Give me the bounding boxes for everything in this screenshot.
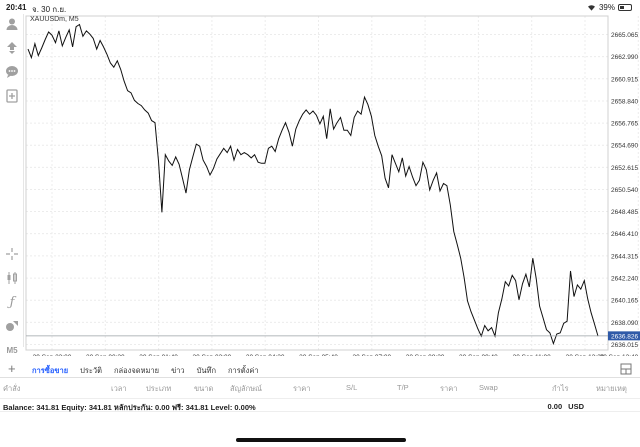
col-swap: Swap (479, 383, 498, 392)
x-tick-label: 30 Sep 12:20 (566, 354, 605, 356)
bottom-tabs: + การซื้อขาย ประวัติ กล่องจดหมาย ข่าว บั… (0, 360, 640, 378)
y-tick-label: 2636.015 (611, 342, 638, 349)
y-tick-label: 2646.410 (611, 231, 638, 238)
col-price: ราคา (293, 384, 311, 393)
tabs-list: การซื้อขาย ประวัติ กล่องจดหมาย ข่าว บันท… (32, 365, 259, 377)
candles-icon[interactable] (4, 270, 20, 286)
y-tick-label: 2654.690 (611, 143, 638, 150)
tab-news[interactable]: ข่าว (171, 366, 185, 375)
x-tick-label: 30 Sep 04:20 (246, 354, 285, 356)
status-date: จ. 30 ก.ย. (32, 5, 67, 14)
y-tick-label: 2662.990 (611, 54, 638, 61)
balance-row: Balance: 341.81 Equity: 341.81 หลักประกั… (0, 398, 640, 412)
crosshair-icon[interactable] (4, 246, 20, 262)
x-tick-label: 30 Sep 08:20 (406, 354, 445, 356)
home-indicator (236, 438, 406, 442)
battery-fill (620, 6, 625, 9)
account-icon[interactable] (4, 16, 20, 32)
tab-trade[interactable]: การซื้อขาย (32, 366, 69, 375)
y-tick-label: 2644.315 (611, 253, 638, 260)
col-profit: กำไร (552, 384, 569, 393)
tab-settings[interactable]: การตั้งค่า (228, 366, 259, 375)
col-tp: T/P (397, 383, 409, 392)
function-icon[interactable]: ƒ (9, 294, 15, 310)
new-order-icon[interactable] (4, 88, 20, 104)
x-tick-label: 30 Sep 13:40 (600, 354, 639, 356)
x-tick-label: 29 Sep 23:00 (33, 354, 72, 356)
y-tick-label: 2650.540 (611, 187, 638, 194)
x-tick-label: 30 Sep 01:40 (139, 354, 178, 356)
balance-profit: 0.00 (547, 402, 563, 411)
tab-mailbox[interactable]: กล่องจดหมาย (114, 366, 160, 375)
orders-header: คำสั่ง เวลา ประเภท ขนาด สัญลักษณ์ ราคา S… (0, 380, 640, 394)
x-tick-label: 30 Sep 09:40 (459, 354, 498, 356)
chart-svg[interactable]: 2665.065 2662.990 2660.915 2658.840 2656.765… (24, 14, 640, 356)
x-tick-label: 30 Sep 00:20 (86, 354, 125, 356)
y-tick-label: 2640.165 (611, 298, 638, 305)
current-price-label: 2636.826 (611, 333, 638, 340)
col-volume: ขนาด (194, 384, 214, 393)
balance-currency: USD (568, 402, 584, 411)
y-tick-label: 2652.615 (611, 165, 638, 172)
col-comment: หมายเหตุ (596, 384, 627, 393)
wifi-icon (587, 5, 595, 11)
col-type: ประเภท (146, 384, 172, 393)
objects-icon[interactable] (4, 318, 20, 334)
x-tick-label: 30 Sep 07:00 (352, 354, 391, 356)
y-tick-label: 2658.840 (611, 98, 638, 105)
symbol-label: XAUUSDm, M5 (30, 16, 79, 23)
col-symbol: สัญลักษณ์ (230, 384, 263, 393)
y-tick-label: 2642.240 (611, 276, 638, 283)
left-toolbar: ƒ M5 (0, 14, 24, 355)
add-icon[interactable]: + (8, 361, 16, 376)
x-tick-label: 30 Sep 03:00 (193, 354, 232, 356)
axis-layer: 2665.065 2662.990 2660.915 2658.840 2656.765… (25, 15, 639, 356)
grid-layer (26, 16, 639, 350)
label-layer: 2636.826 (26, 331, 640, 341)
trade-icon[interactable] (4, 40, 20, 56)
price-line (27, 23, 599, 346)
y-tick-label: 2638.090 (611, 320, 638, 327)
balance-text: Balance: 341.81 Equity: 341.81 หลักประกั… (3, 403, 256, 412)
status-right: 39% (587, 3, 632, 12)
balance-right: 0.00 USD (548, 402, 584, 411)
battery-percent: 39% (598, 3, 615, 12)
col-order: คำสั่ง (3, 384, 21, 393)
status-time: 20:41 (6, 3, 27, 12)
tab-journal[interactable]: บันทึก (196, 366, 217, 375)
current-price-badge (608, 331, 640, 341)
x-tick-label: 30 Sep 11:00 (513, 354, 552, 356)
col-price-current: ราคา (440, 384, 458, 393)
plot-frame (25, 15, 609, 351)
x-tick-label: 30 Sep 05:40 (299, 354, 338, 356)
timeframe-icon[interactable]: M5 (6, 345, 18, 355)
battery-icon (618, 4, 632, 11)
y-tick-label: 2648.485 (611, 209, 638, 216)
y-tick-label: 2656.765 (611, 121, 638, 128)
price-chart[interactable]: 2665.065 2662.990 2660.915 2658.840 2656.765… (24, 14, 640, 356)
y-tick-label: 2660.915 (611, 76, 638, 83)
layout-icon[interactable] (620, 363, 632, 375)
tab-history[interactable]: ประวัติ (80, 366, 103, 375)
y-tick-label: 2665.065 (611, 32, 638, 39)
col-time: เวลา (111, 384, 127, 393)
chat-icon[interactable] (4, 64, 20, 80)
col-sl: S/L (346, 383, 358, 392)
status-bar: 20:41 จ. 30 ก.ย. 39% (0, 0, 640, 14)
